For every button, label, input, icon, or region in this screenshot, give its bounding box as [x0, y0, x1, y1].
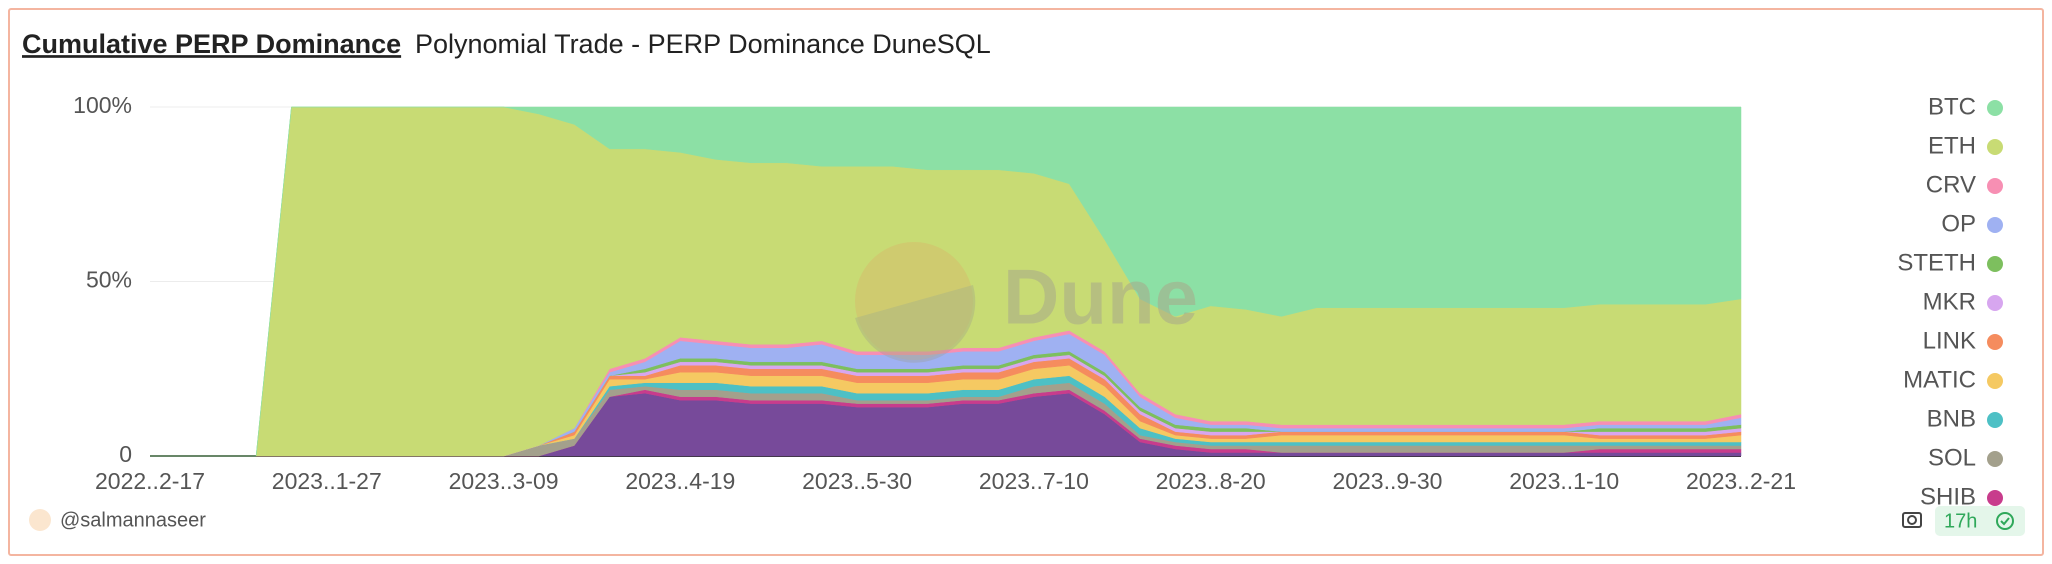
- chart-subtitle: Polynomial Trade - PERP Dominance DuneSQ…: [415, 29, 991, 59]
- chart-title[interactable]: Cumulative PERP Dominance: [22, 29, 401, 59]
- x-tick-label: 2023..1-27: [272, 468, 382, 494]
- legend-swatch: [1987, 412, 2003, 428]
- legend-label: OP: [1941, 210, 1976, 237]
- legend-label: STETH: [1897, 249, 1976, 276]
- legend-label: ETH: [1928, 132, 1976, 159]
- x-tick-label: 2023..3-09: [449, 468, 559, 494]
- legend-label: BTC: [1928, 93, 1976, 120]
- legend-swatch: [1987, 490, 2003, 506]
- avatar: [29, 509, 51, 531]
- watermark-logo: [855, 242, 973, 360]
- x-tick-label: 2022..2-17: [95, 468, 205, 494]
- x-tick-label: 2023..2-21: [1686, 468, 1796, 494]
- camera-icon[interactable]: [1902, 512, 1922, 528]
- x-tick-label: 2023..8-20: [1156, 468, 1266, 494]
- legend-swatch: [1987, 334, 2003, 350]
- y-tick-label: 50%: [86, 267, 132, 293]
- area: [150, 106, 1742, 457]
- x-tick-label: 2023..5-30: [802, 468, 912, 494]
- legend-label: LINK: [1923, 327, 1976, 354]
- x-tick-label: 2023..9-30: [1332, 468, 1442, 494]
- legend-swatch: [1987, 178, 2003, 194]
- legend-swatch: [1987, 139, 2003, 155]
- watermark-text: Dune: [1003, 253, 1198, 341]
- x-tick-label: 2023..4-19: [625, 468, 735, 494]
- legend: BTC ETH CRV OP STETH MKR LINK MATIC BNB SOL SHIB: [1897, 93, 2003, 510]
- legend-label: SHIB: [1920, 483, 1976, 510]
- plot-area: 0 50% 100% 2022..2-17 2023..1-27 2023..3-09 20…: [73, 92, 1796, 494]
- legend-label: MATIC: [1903, 366, 1976, 393]
- legend-label: SOL: [1928, 444, 1976, 471]
- check-icon: [1996, 512, 2014, 530]
- author[interactable]: @salmannaseer: [60, 509, 206, 531]
- age: 17h: [1944, 510, 1977, 532]
- legend-swatch: [1987, 256, 2003, 272]
- legend-swatch: [1987, 373, 2003, 389]
- legend-swatch: [1987, 295, 2003, 311]
- legend-swatch: [1987, 217, 2003, 233]
- legend-swatch: [1987, 100, 2003, 116]
- x-tick-label: 2023..1-10: [1509, 468, 1619, 494]
- y-tick-label: 0: [119, 441, 132, 467]
- watermark: Dune: [855, 242, 1198, 363]
- legend-label: MKR: [1923, 288, 1976, 315]
- watermark-logo: [855, 285, 976, 363]
- legend-label: CRV: [1926, 171, 1976, 198]
- legend-swatch: [1987, 451, 2003, 467]
- y-tick-label: 100%: [73, 92, 132, 118]
- legend-label: BNB: [1927, 405, 1976, 432]
- x-tick-label: 2023..7-10: [979, 468, 1089, 494]
